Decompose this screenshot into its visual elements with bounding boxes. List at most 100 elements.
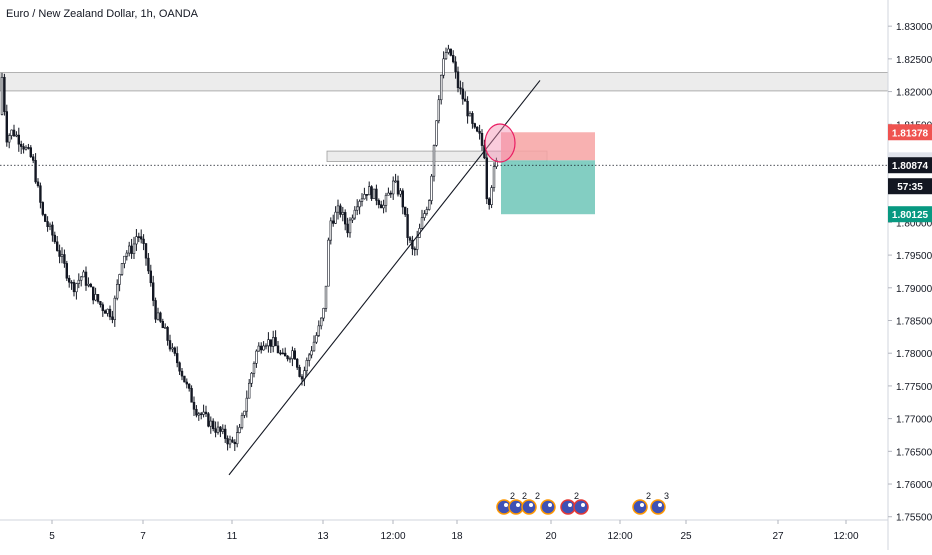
candle — [394, 173, 397, 183]
candle-body — [154, 300, 157, 320]
candle — [240, 412, 244, 430]
candle — [207, 412, 210, 428]
candle — [219, 426, 222, 438]
event-flag-icon — [508, 499, 524, 515]
candle-body — [334, 211, 337, 224]
candle — [188, 383, 191, 392]
candle-body — [478, 130, 481, 134]
candle-body — [214, 428, 217, 433]
candle-body — [315, 335, 318, 343]
candle — [281, 348, 284, 355]
x-tick-label: 7 — [140, 531, 146, 542]
candle-body — [339, 205, 342, 215]
y-tick-label: 1.77500 — [896, 382, 932, 393]
candle-body — [0, 76, 4, 115]
candle — [113, 295, 117, 327]
candle-body — [180, 370, 184, 377]
candle — [319, 317, 323, 330]
candle — [377, 198, 380, 209]
price-label: 1.80125 — [892, 210, 929, 221]
candle-body — [348, 219, 352, 234]
candle-body — [125, 252, 129, 257]
candle-body — [5, 111, 9, 143]
candle — [5, 104, 9, 147]
candle-body — [432, 145, 436, 177]
event-flag-icon-dot — [548, 503, 552, 507]
candle — [365, 194, 368, 201]
candle-body — [34, 160, 37, 183]
candle — [108, 305, 112, 321]
candle-body — [221, 428, 224, 432]
candle-body — [108, 308, 112, 318]
candle-body — [236, 432, 239, 445]
candle — [334, 206, 337, 225]
y-tick-label: 1.76500 — [896, 447, 932, 458]
candle-body — [274, 337, 277, 347]
candle — [413, 246, 416, 256]
candle-body — [415, 237, 419, 250]
candle — [293, 347, 296, 360]
candle-body — [319, 317, 323, 327]
candle-body — [485, 157, 488, 200]
candle-body — [389, 192, 392, 195]
event-flag-icon — [573, 499, 589, 515]
candle — [27, 143, 30, 150]
candle-body — [384, 194, 388, 206]
candle — [399, 188, 402, 198]
candle-body — [346, 223, 349, 234]
candle-body — [53, 234, 57, 243]
candle — [166, 325, 169, 346]
candle-body — [473, 123, 476, 128]
candle — [96, 293, 100, 304]
candle-body — [358, 201, 361, 208]
candle — [224, 424, 227, 443]
candle — [31, 153, 35, 164]
candle-body — [240, 415, 244, 428]
x-tick-label: 20 — [545, 531, 557, 542]
candle — [286, 355, 289, 362]
candle — [185, 378, 188, 389]
candle — [430, 173, 433, 205]
candle-body — [113, 297, 117, 320]
candle-body — [463, 98, 467, 102]
event-badge — [540, 499, 556, 515]
x-tick-label: 12:00 — [833, 531, 858, 542]
candle — [22, 143, 25, 154]
x-tick-label: 27 — [772, 531, 784, 542]
candle-body — [442, 58, 445, 76]
candle — [411, 235, 414, 256]
x-tick-label: 25 — [680, 531, 692, 542]
candle-body — [48, 224, 52, 227]
candle-body — [300, 376, 304, 380]
candle — [271, 330, 275, 353]
candle-body — [36, 181, 40, 187]
candle — [406, 207, 409, 246]
candle-body — [480, 132, 484, 146]
candle — [463, 91, 467, 102]
candle-body — [183, 375, 186, 383]
candle — [190, 385, 193, 403]
candle — [355, 199, 359, 216]
candle-body — [293, 350, 296, 360]
candle-body — [259, 345, 263, 351]
candle-body — [65, 263, 69, 279]
candle-body — [159, 312, 162, 322]
candle-body — [353, 209, 356, 219]
candle — [351, 214, 354, 224]
candle-body — [128, 245, 131, 254]
candle — [473, 122, 476, 129]
candle-body — [444, 52, 448, 60]
candle-body — [178, 362, 181, 372]
candle-body — [161, 320, 164, 329]
y-tick-label: 1.78000 — [896, 349, 932, 360]
candle-body — [427, 200, 431, 210]
candle — [420, 209, 424, 230]
candle — [255, 349, 258, 368]
candle — [375, 184, 378, 206]
candle-body — [252, 363, 256, 374]
candle — [161, 318, 164, 329]
candle — [89, 282, 93, 288]
price-label-box — [888, 178, 932, 195]
